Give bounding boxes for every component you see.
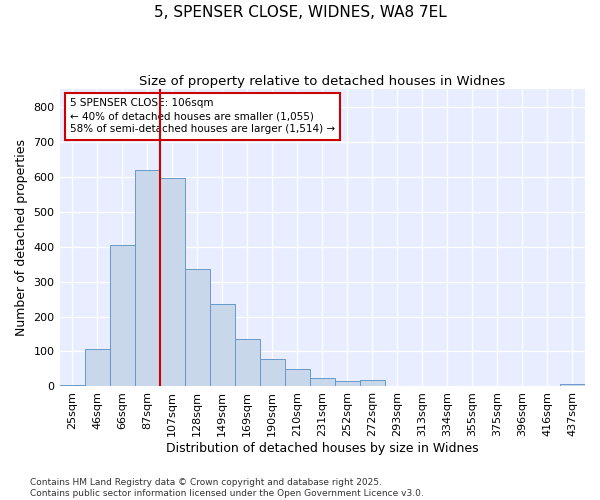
Bar xyxy=(335,381,360,386)
Bar xyxy=(235,338,260,386)
Y-axis label: Number of detached properties: Number of detached properties xyxy=(15,140,28,336)
Bar xyxy=(160,178,185,386)
Bar xyxy=(310,378,335,386)
Bar xyxy=(134,170,160,386)
Bar xyxy=(360,380,385,386)
Bar xyxy=(285,369,310,386)
Text: 5 SPENSER CLOSE: 106sqm
← 40% of detached houses are smaller (1,055)
58% of semi: 5 SPENSER CLOSE: 106sqm ← 40% of detache… xyxy=(70,98,335,134)
Bar xyxy=(209,304,235,386)
X-axis label: Distribution of detached houses by size in Widnes: Distribution of detached houses by size … xyxy=(166,442,479,455)
Bar xyxy=(560,384,585,386)
Bar xyxy=(260,359,285,386)
Bar xyxy=(85,348,110,387)
Bar xyxy=(59,384,85,386)
Text: Contains HM Land Registry data © Crown copyright and database right 2025.
Contai: Contains HM Land Registry data © Crown c… xyxy=(30,478,424,498)
Bar xyxy=(110,245,134,386)
Text: 5, SPENSER CLOSE, WIDNES, WA8 7EL: 5, SPENSER CLOSE, WIDNES, WA8 7EL xyxy=(154,5,446,20)
Title: Size of property relative to detached houses in Widnes: Size of property relative to detached ho… xyxy=(139,75,505,88)
Bar xyxy=(185,270,209,386)
